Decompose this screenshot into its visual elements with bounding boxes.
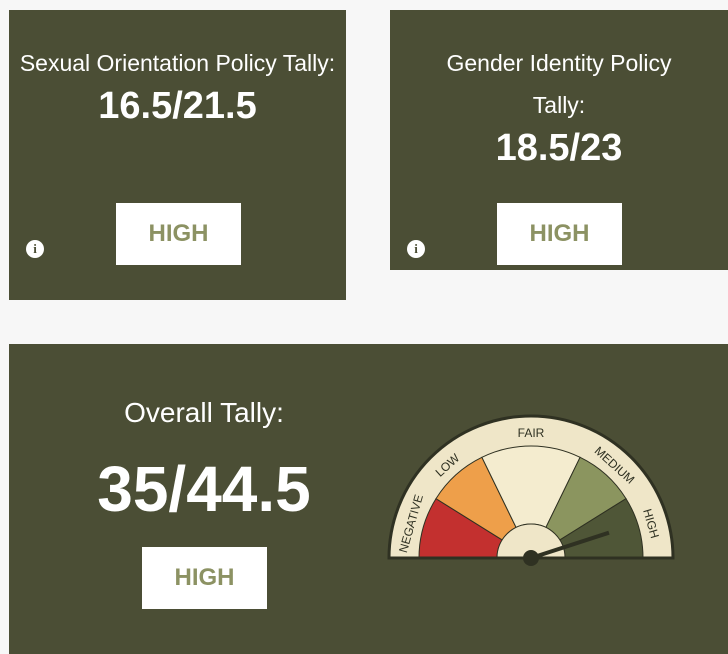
page: Sexual Orientation Policy Tally: 16.5/21… — [0, 0, 728, 654]
gauge-label: FAIR — [518, 426, 545, 440]
gauge: NEGATIVELOWFAIRMEDIUMHIGH — [0, 0, 728, 654]
